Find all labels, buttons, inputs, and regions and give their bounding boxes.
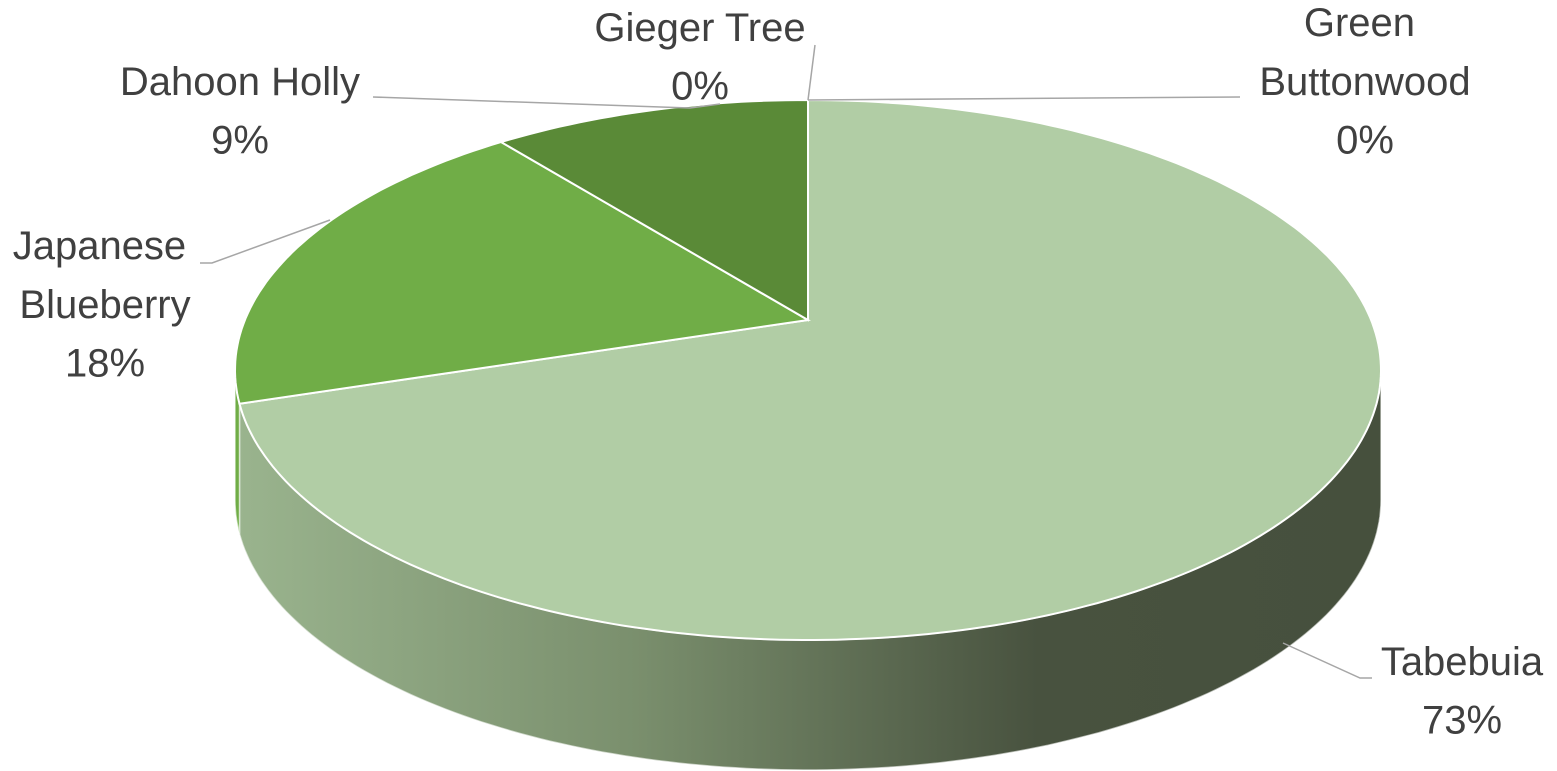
value-label: 18%: [65, 342, 145, 386]
leader-line: [372, 96, 721, 109]
pie-slice: [238, 98, 1383, 641]
slice-label: Tabebuia: [1381, 640, 1544, 684]
slice-label: Green Buttonwood: [1259, 1, 1470, 104]
value-label: 0%: [1336, 119, 1394, 163]
leader-line: [1282, 642, 1372, 679]
label-line: Dahoon Holly: [120, 60, 360, 104]
label-line: Buttonwood: [1259, 60, 1470, 104]
slice-label: Dahoon Holly: [120, 60, 360, 104]
leader-line: [200, 219, 331, 264]
value-label: 73%: [1422, 699, 1502, 743]
leader-line: [807, 96, 1241, 101]
slice-label: Japanese Blueberry: [13, 224, 198, 327]
value-label: 0%: [671, 65, 729, 109]
value-label: 9%: [211, 119, 269, 163]
pie-slice: [233, 140, 811, 405]
label-line: Tabebuia: [1381, 640, 1544, 684]
label-line: Gieger Tree: [594, 6, 805, 50]
slice-label: Gieger Tree: [594, 6, 805, 50]
label-line: Japanese: [13, 224, 198, 268]
label-line: Blueberry: [19, 283, 190, 327]
label-line: Green: [1304, 1, 1426, 45]
leader-line: [807, 44, 816, 101]
pie-slice: [498, 98, 809, 322]
